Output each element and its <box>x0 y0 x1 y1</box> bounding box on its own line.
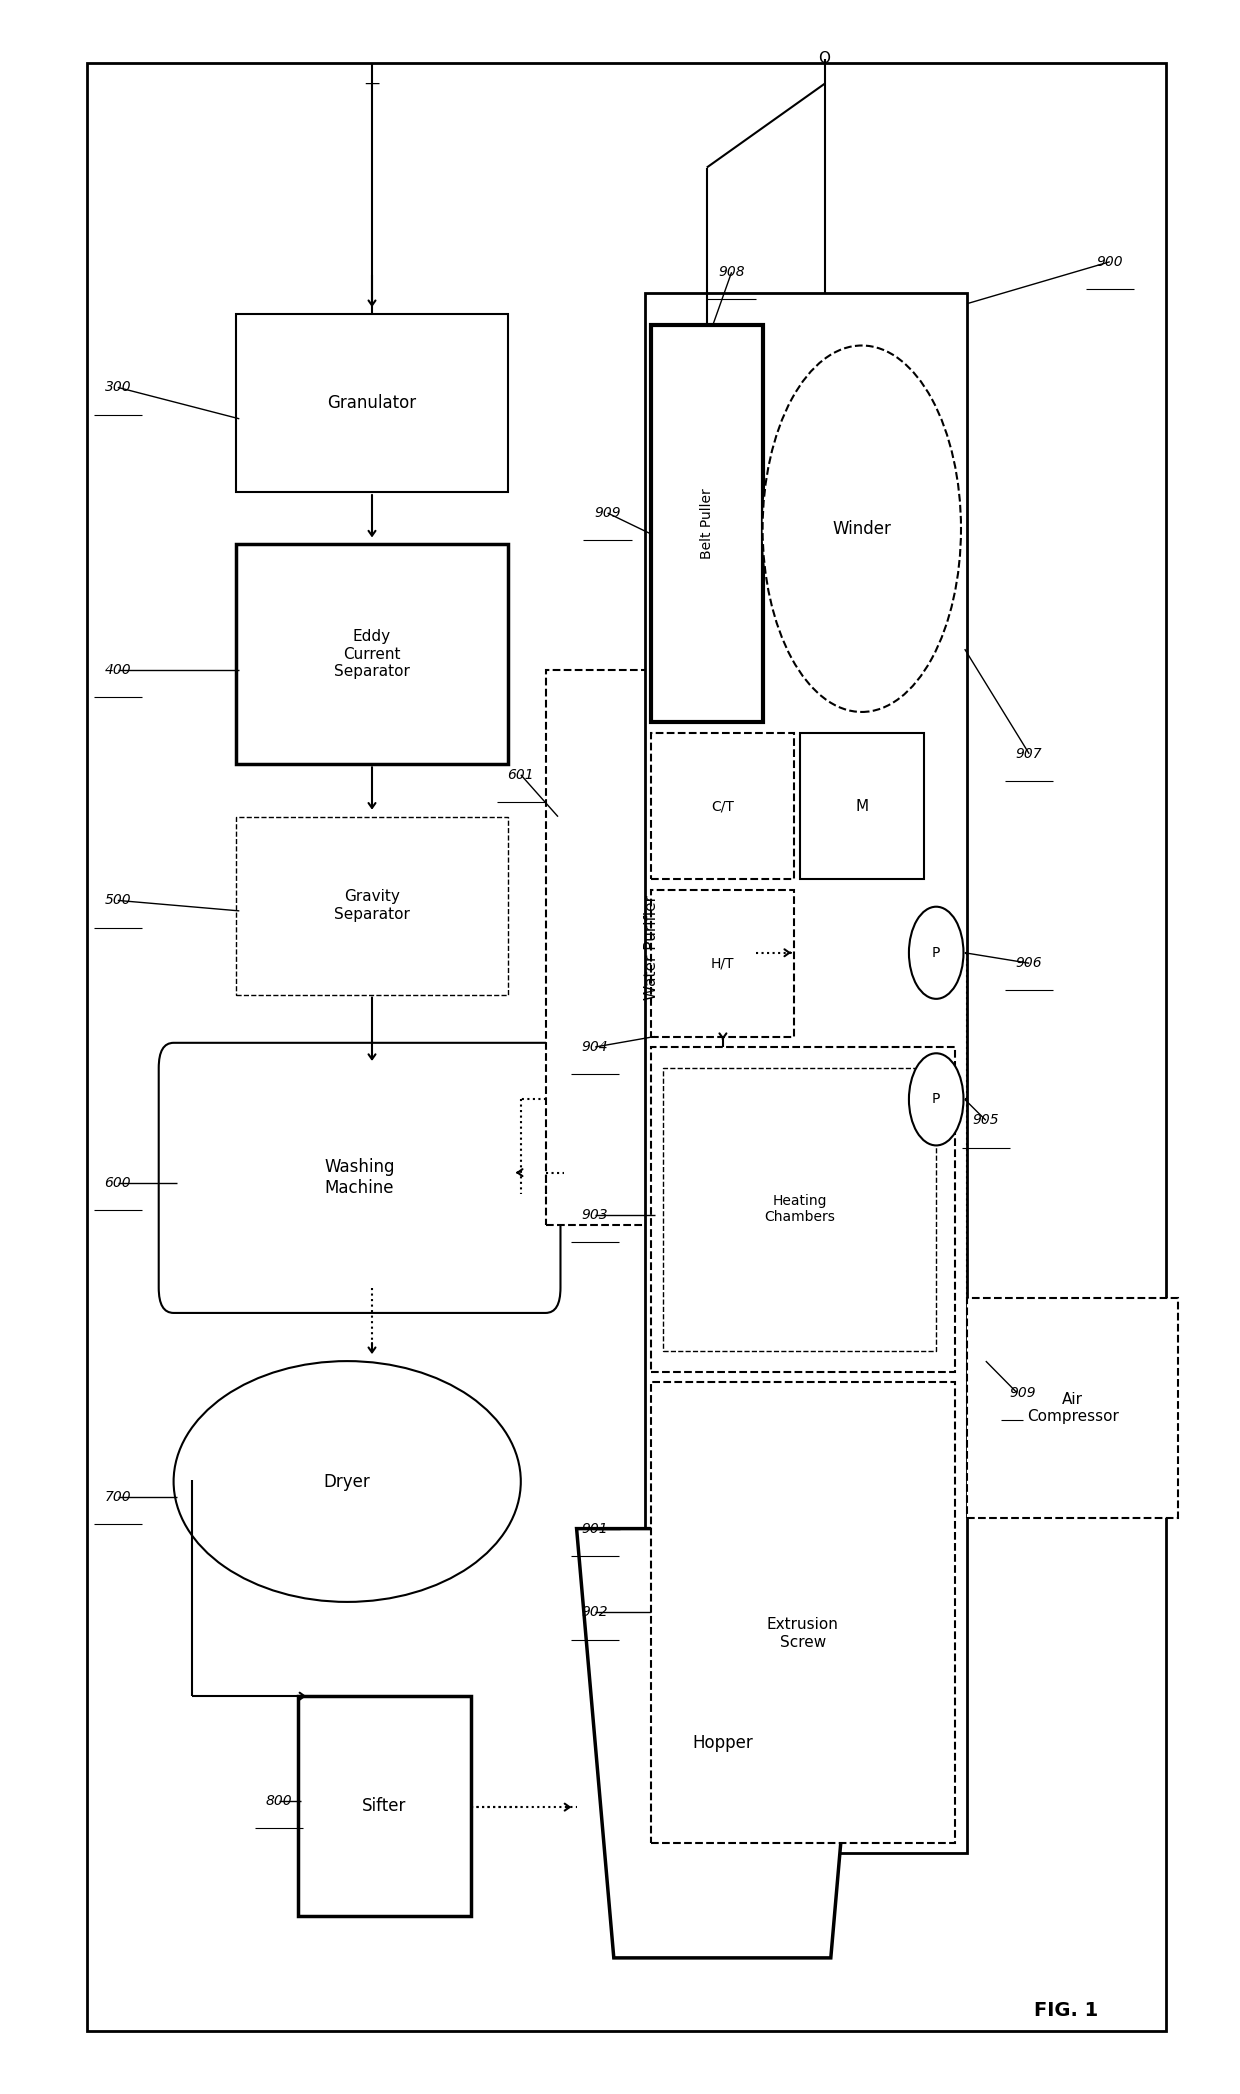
Bar <box>967 1298 1178 1518</box>
Text: 500: 500 <box>104 894 131 907</box>
Text: H/T: H/T <box>711 957 734 970</box>
Text: C/T: C/T <box>711 800 734 812</box>
Text: Gravity
Separator: Gravity Separator <box>334 890 410 921</box>
Bar <box>645 293 967 1853</box>
Circle shape <box>909 907 963 999</box>
Text: 800: 800 <box>265 1795 293 1807</box>
Text: 905: 905 <box>972 1114 999 1127</box>
Text: 908: 908 <box>718 266 745 279</box>
Text: Granulator: Granulator <box>327 394 417 413</box>
Text: Winder: Winder <box>832 519 892 538</box>
Bar <box>87 63 1166 2031</box>
Text: Sifter: Sifter <box>362 1797 407 1815</box>
Text: 907: 907 <box>1016 748 1043 760</box>
Text: Heating
Chambers: Heating Chambers <box>764 1194 836 1225</box>
Bar <box>651 1382 955 1843</box>
Text: O: O <box>818 50 831 67</box>
Text: Washing
Machine: Washing Machine <box>325 1158 394 1198</box>
Text: Dryer: Dryer <box>324 1472 371 1491</box>
Bar <box>298 1696 471 1916</box>
Bar <box>546 670 756 1225</box>
Text: 904: 904 <box>582 1041 609 1053</box>
Text: 906: 906 <box>1016 957 1043 970</box>
Bar <box>800 733 924 879</box>
Text: 400: 400 <box>104 664 131 676</box>
Bar <box>651 890 794 1037</box>
Text: Extrusion
Screw: Extrusion Screw <box>768 1617 838 1650</box>
Text: 300: 300 <box>104 381 131 394</box>
Polygon shape <box>577 1529 868 1958</box>
Bar <box>651 1047 955 1372</box>
Text: Belt Puller: Belt Puller <box>699 488 714 559</box>
Text: 909: 909 <box>594 507 621 519</box>
Text: —: — <box>365 75 379 92</box>
Text: 903: 903 <box>582 1208 609 1221</box>
Text: Water Purifier: Water Purifier <box>644 894 658 1001</box>
Circle shape <box>909 1053 963 1145</box>
Text: Hopper: Hopper <box>692 1734 753 1753</box>
Text: 902: 902 <box>582 1606 609 1619</box>
Bar <box>651 325 763 722</box>
Text: 600: 600 <box>104 1177 131 1189</box>
Text: Eddy
Current
Separator: Eddy Current Separator <box>334 630 410 678</box>
Bar <box>236 544 508 764</box>
Text: FIG. 1: FIG. 1 <box>1034 2000 1099 2021</box>
Text: P: P <box>932 1093 940 1106</box>
Text: P: P <box>932 946 940 959</box>
Text: M: M <box>856 798 868 815</box>
Text: Air
Compressor: Air Compressor <box>1027 1393 1118 1424</box>
Bar <box>236 314 508 492</box>
Text: 601: 601 <box>507 768 534 781</box>
Text: 901: 901 <box>582 1522 609 1535</box>
Text: 909: 909 <box>1009 1386 1037 1399</box>
Text: 900: 900 <box>1096 255 1123 268</box>
FancyBboxPatch shape <box>159 1043 560 1313</box>
Bar <box>651 733 794 879</box>
Bar <box>663 1068 936 1351</box>
Text: 700: 700 <box>104 1491 131 1503</box>
Ellipse shape <box>763 346 961 712</box>
Bar <box>236 817 508 995</box>
Ellipse shape <box>174 1361 521 1602</box>
